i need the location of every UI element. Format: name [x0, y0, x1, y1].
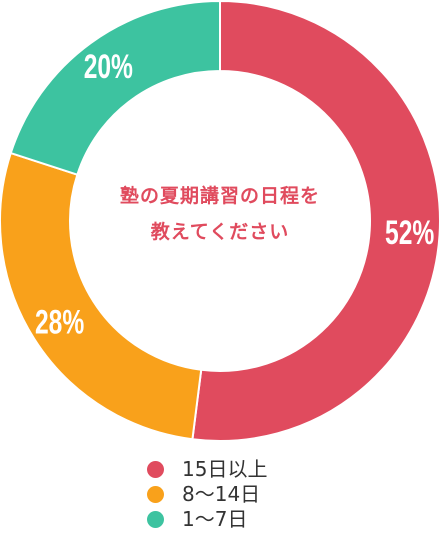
legend-item-0: 15日以上 — [147, 457, 267, 482]
donut-chart: 52% 28% 20% — [0, 0, 440, 442]
legend-item-2: 1〜7日 — [147, 507, 267, 532]
legend-item-1: 8〜14日 — [147, 482, 267, 507]
legend-label-0: 15日以上 — [182, 457, 268, 481]
center-title-line-2: 教えてください — [150, 221, 290, 243]
donut-segment-15-days-plus — [191, 0, 440, 442]
legend-swatch-1 — [147, 486, 164, 503]
chart-center-title: 塾の夏期講習の日程を 教えてください — [110, 178, 330, 250]
value-label-8-14-days: 28% — [35, 304, 84, 342]
legend-swatch-0 — [147, 461, 164, 478]
value-label-1-7-days: 20% — [84, 48, 133, 86]
legend-label-2: 1〜7日 — [182, 507, 248, 531]
center-title-line-1: 塾の夏期講習の日程を — [119, 185, 320, 207]
chart-legend: 15日以上 8〜14日 1〜7日 — [147, 457, 267, 532]
donut-segment-8-14-days — [0, 151, 203, 441]
value-label-15-days-plus: 52% — [385, 214, 434, 252]
legend-label-1: 8〜14日 — [182, 482, 261, 506]
legend-swatch-2 — [147, 511, 164, 528]
donut-segment-1-7-days — [9, 0, 221, 176]
